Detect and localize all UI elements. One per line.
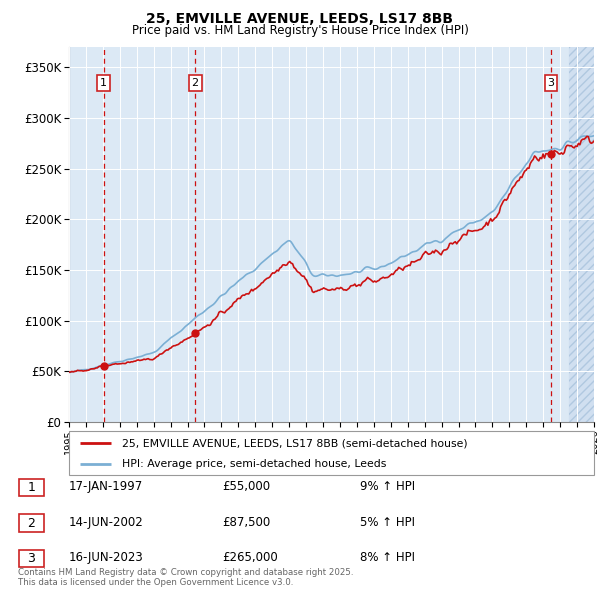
Text: 16-JUN-2023: 16-JUN-2023 [69, 551, 144, 564]
Text: 5% ↑ HPI: 5% ↑ HPI [360, 516, 415, 529]
Text: 9% ↑ HPI: 9% ↑ HPI [360, 480, 415, 493]
Text: £55,000: £55,000 [222, 480, 270, 493]
Text: 25, EMVILLE AVENUE, LEEDS, LS17 8BB: 25, EMVILLE AVENUE, LEEDS, LS17 8BB [146, 12, 454, 26]
Bar [569, 47, 594, 422]
Text: Price paid vs. HM Land Registry's House Price Index (HPI): Price paid vs. HM Land Registry's House … [131, 24, 469, 37]
Text: 2: 2 [191, 78, 199, 88]
Bar [569, 47, 594, 422]
Text: 17-JAN-1997: 17-JAN-1997 [69, 480, 143, 493]
Text: 2: 2 [28, 516, 35, 530]
Text: 1: 1 [28, 481, 35, 494]
Text: 8% ↑ HPI: 8% ↑ HPI [360, 551, 415, 564]
Text: Contains HM Land Registry data © Crown copyright and database right 2025.
This d: Contains HM Land Registry data © Crown c… [18, 568, 353, 587]
Text: 14-JUN-2002: 14-JUN-2002 [69, 516, 144, 529]
Text: 3: 3 [28, 552, 35, 565]
FancyBboxPatch shape [69, 431, 594, 475]
Text: 1: 1 [100, 78, 107, 88]
FancyBboxPatch shape [19, 550, 44, 567]
Text: HPI: Average price, semi-detached house, Leeds: HPI: Average price, semi-detached house,… [121, 459, 386, 469]
Text: 3: 3 [547, 78, 554, 88]
Text: £265,000: £265,000 [222, 551, 278, 564]
FancyBboxPatch shape [19, 514, 44, 532]
Text: £87,500: £87,500 [222, 516, 270, 529]
Text: 25, EMVILLE AVENUE, LEEDS, LS17 8BB (semi-detached house): 25, EMVILLE AVENUE, LEEDS, LS17 8BB (sem… [121, 438, 467, 448]
FancyBboxPatch shape [19, 479, 44, 496]
